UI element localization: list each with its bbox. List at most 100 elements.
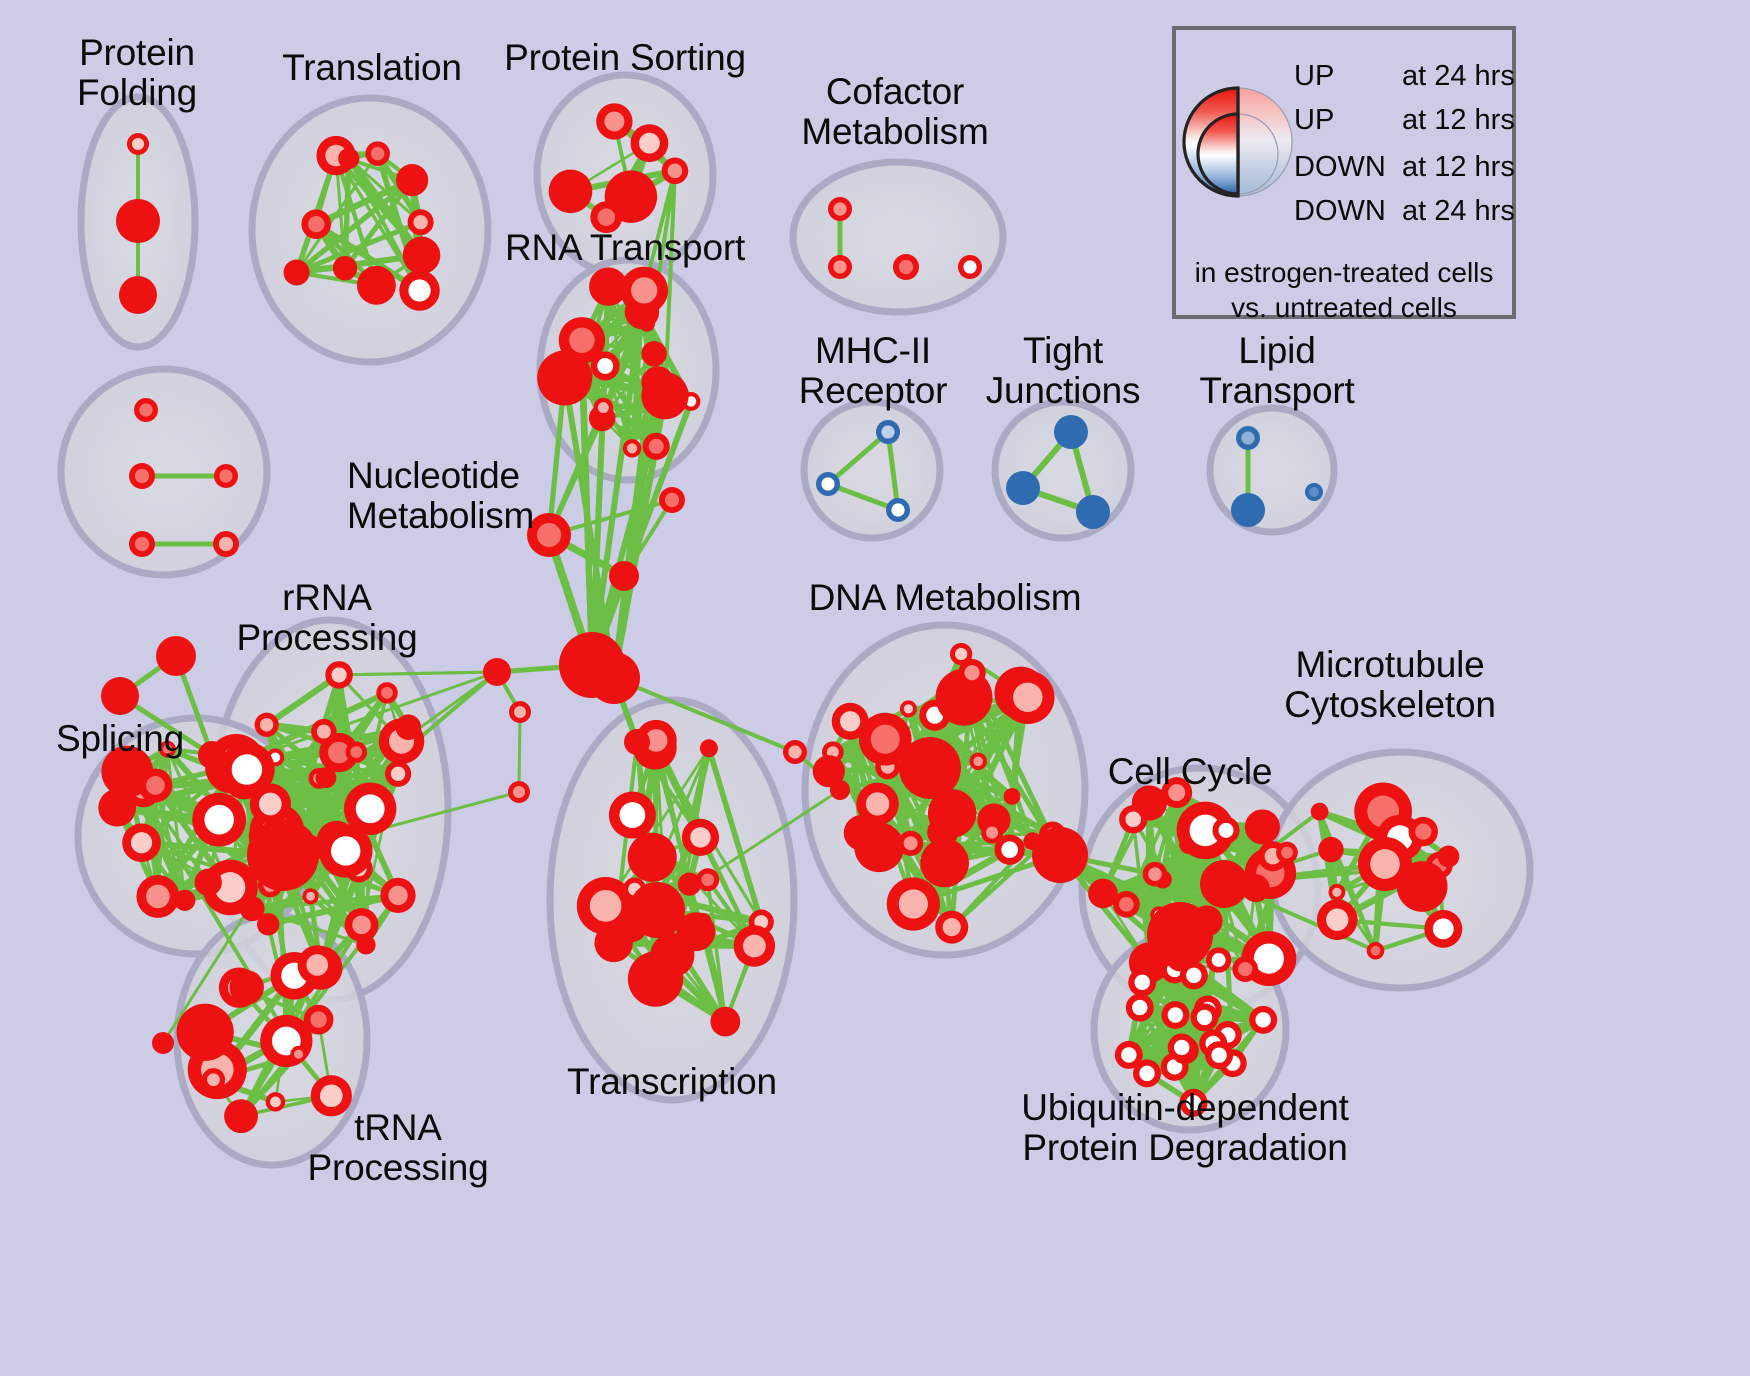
- network-node-hub-splicing[interactable]: [247, 819, 319, 891]
- network-node-splicing-outlier[interactable]: [152, 1032, 174, 1054]
- network-node-ubiquitin-degradation[interactable]: [1249, 1005, 1278, 1034]
- network-node-mhc-ii-receptor[interactable]: [876, 420, 900, 444]
- network-node-dna-metabolism[interactable]: [935, 910, 969, 944]
- network-node-dna-metabolism[interactable]: [920, 838, 969, 888]
- network-node-transcription[interactable]: [677, 872, 702, 896]
- network-node-translation[interactable]: [396, 164, 429, 197]
- network-node-cell-cycle[interactable]: [1161, 777, 1193, 809]
- network-node-microtubule-cytoskeleton[interactable]: [1316, 899, 1358, 941]
- network-node-splicing[interactable]: [158, 740, 176, 758]
- network-node-rrna-processing[interactable]: [345, 741, 368, 763]
- network-node-splicing-outlier[interactable]: [198, 741, 226, 769]
- network-node-protein-folding[interactable]: [119, 276, 157, 314]
- network-node-trna-processing[interactable]: [224, 1099, 258, 1134]
- network-node-lipid-transport[interactable]: [1231, 493, 1265, 527]
- network-node-splicing[interactable]: [174, 889, 196, 911]
- network-node-cell-cycle[interactable]: [1176, 801, 1235, 860]
- network-node-rrna-processing[interactable]: [356, 935, 376, 955]
- network-node-nucleotide-metabolism[interactable]: [129, 531, 155, 557]
- network-node-dna-metabolism[interactable]: [899, 700, 917, 718]
- network-node-rrna-processing[interactable]: [395, 714, 422, 740]
- network-node-dna-metabolism[interactable]: [994, 834, 1025, 865]
- network-node-mhc-ii-receptor[interactable]: [886, 498, 910, 522]
- network-node-transcription[interactable]: [650, 933, 695, 978]
- network-node-trna-processing[interactable]: [201, 1068, 226, 1092]
- network-node-microtubule-cytoskeleton[interactable]: [1408, 816, 1438, 847]
- network-node-rna-transport[interactable]: [622, 439, 642, 458]
- network-node-rrna-processing[interactable]: [325, 661, 353, 689]
- network-node-microtubule-cytoskeleton[interactable]: [1328, 883, 1346, 901]
- network-node-microtubule-cytoskeleton[interactable]: [1366, 941, 1385, 960]
- network-node-dna-metabolism[interactable]: [1003, 787, 1021, 805]
- network-node-ubiquitin-degradation[interactable]: [1167, 1033, 1196, 1062]
- network-node-cell-cycle[interactable]: [1276, 841, 1298, 864]
- network-node-rna-transport[interactable]: [641, 372, 689, 420]
- network-node-dna-metabolism[interactable]: [981, 821, 1004, 844]
- network-node-trna-processing[interactable]: [176, 1003, 234, 1061]
- network-node-trna-processing[interactable]: [265, 1092, 286, 1112]
- network-node-transcription[interactable]: [576, 876, 635, 935]
- network-node-ubiquitin-degradation[interactable]: [1161, 1001, 1190, 1030]
- network-node-cell-cycle[interactable]: [1244, 809, 1280, 845]
- network-node-spine[interactable]: [624, 729, 650, 755]
- network-node-dna-metabolism[interactable]: [886, 877, 940, 931]
- network-node-trna-processing[interactable]: [297, 945, 337, 985]
- network-node-trna-processing[interactable]: [229, 970, 264, 1005]
- network-node-cell-cycle[interactable]: [1232, 956, 1259, 983]
- network-node-translation[interactable]: [407, 209, 434, 236]
- network-node-protein-sorting[interactable]: [548, 169, 593, 214]
- network-node-bridge-dna-cellcycle[interactable]: [1032, 827, 1088, 883]
- network-node-trna-processing[interactable]: [303, 1004, 334, 1035]
- network-node-protein-folding[interactable]: [116, 199, 160, 243]
- network-node-tight-junctions[interactable]: [1006, 471, 1040, 505]
- network-node-tight-junctions[interactable]: [1054, 415, 1088, 449]
- network-node-rrna-processing[interactable]: [344, 907, 379, 942]
- network-node-cell-cycle[interactable]: [1212, 816, 1240, 844]
- network-node-translation[interactable]: [356, 265, 396, 305]
- network-node-dna-metabolism[interactable]: [812, 755, 845, 788]
- network-node-nucleotide-metabolism[interactable]: [134, 398, 158, 422]
- network-node-dna-metabolism[interactable]: [949, 642, 973, 666]
- network-node-hub-microtubule[interactable]: [1358, 837, 1412, 891]
- network-node-protein-sorting[interactable]: [596, 103, 633, 140]
- network-node-rrna-processing[interactable]: [343, 782, 397, 835]
- network-node-translation[interactable]: [338, 147, 360, 170]
- network-node-lipid-transport[interactable]: [1305, 483, 1323, 501]
- network-node-rna-transport[interactable]: [558, 317, 606, 364]
- network-node-splicing[interactable]: [194, 868, 222, 896]
- network-node-translation[interactable]: [283, 259, 310, 286]
- network-node-rna-transport[interactable]: [642, 432, 670, 460]
- network-node-rrna-processing[interactable]: [315, 767, 337, 789]
- network-node-protein-sorting[interactable]: [590, 201, 623, 234]
- network-node-dna-metabolism[interactable]: [897, 830, 924, 856]
- network-node-rna-transport[interactable]: [590, 351, 620, 381]
- network-node-transcription[interactable]: [699, 739, 718, 758]
- network-node-ubiquitin-degradation[interactable]: [1133, 1059, 1162, 1088]
- network-node-cell-cycle[interactable]: [1241, 874, 1270, 903]
- network-node-rna-transport[interactable]: [593, 397, 614, 418]
- network-node-ubiquitin-degradation[interactable]: [1179, 1088, 1208, 1117]
- network-node-translation[interactable]: [301, 209, 332, 239]
- network-node-rna-transport[interactable]: [620, 266, 669, 315]
- network-node-ubiquitin-degradation[interactable]: [1128, 968, 1157, 997]
- network-node-spine[interactable]: [830, 780, 850, 800]
- network-node-rrna-processing[interactable]: [318, 824, 373, 878]
- network-node-rna-transport[interactable]: [571, 365, 593, 387]
- network-node-translation[interactable]: [399, 270, 440, 311]
- network-node-translation[interactable]: [365, 141, 390, 166]
- network-node-splicing-outlier[interactable]: [156, 636, 196, 676]
- network-node-microtubule-cytoskeleton[interactable]: [1318, 836, 1344, 863]
- network-node-spine[interactable]: [508, 781, 530, 803]
- network-node-rna-transport[interactable]: [638, 315, 656, 332]
- network-node-hub-rna-transport[interactable]: [588, 652, 640, 704]
- network-node-spine[interactable]: [483, 658, 511, 686]
- network-node-protein-folding[interactable]: [127, 133, 149, 155]
- network-node-rrna-processing[interactable]: [254, 712, 279, 737]
- network-node-cell-cycle[interactable]: [1088, 878, 1118, 909]
- network-node-rrna-processing[interactable]: [239, 896, 265, 922]
- network-node-rrna-processing[interactable]: [380, 877, 416, 914]
- network-node-splicing[interactable]: [122, 823, 161, 863]
- network-node-dna-metabolism[interactable]: [858, 712, 912, 766]
- network-node-dna-metabolism[interactable]: [831, 702, 869, 740]
- network-node-mhc-ii-receptor[interactable]: [816, 472, 840, 496]
